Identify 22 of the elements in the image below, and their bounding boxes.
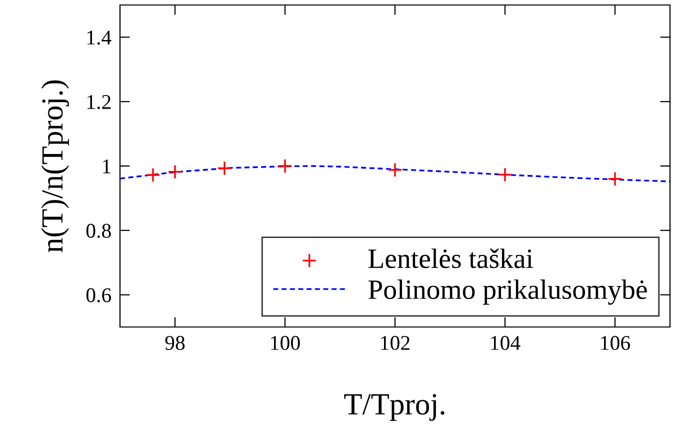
point <box>388 162 402 178</box>
legend-label: Lentelės taškai <box>368 248 533 268</box>
point <box>146 168 160 182</box>
y-tick-label: 1.4 <box>87 30 112 45</box>
line-series <box>120 165 670 182</box>
x-axis-title: T/Tproj. <box>344 394 444 421</box>
x-tick-label: 104 <box>491 336 520 350</box>
point <box>168 164 182 180</box>
point <box>278 158 292 174</box>
x-tick-label: 100 <box>271 336 300 350</box>
y-tick-label: 0.8 <box>86 224 111 238</box>
legend-label: Polinomo prikalusomybė <box>368 280 647 305</box>
y-axis-title: n(T)/n(Tproj.) <box>41 80 69 252</box>
point <box>498 167 512 182</box>
x-tick-label: 98 <box>165 336 185 350</box>
x-tick-label: 102 <box>381 336 410 350</box>
point <box>608 171 622 186</box>
x-tick-label: 106 <box>601 336 630 350</box>
y-tick-label: 0.6 <box>86 288 112 302</box>
y-tick-label: 1 <box>103 159 110 174</box>
y-tick-label: 1.2 <box>87 95 111 110</box>
point <box>217 160 232 176</box>
